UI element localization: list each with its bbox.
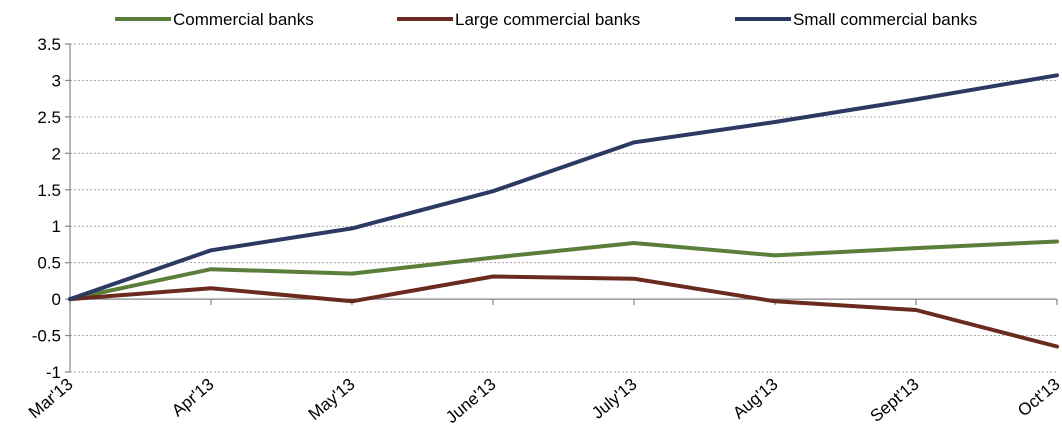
y-tick-label: 2 xyxy=(52,144,61,163)
x-tick-label: June'13 xyxy=(442,375,499,427)
y-tick-label: 0 xyxy=(52,290,61,309)
axes xyxy=(65,43,1058,373)
grid xyxy=(70,43,1057,373)
legend-label-1: Commercial banks xyxy=(173,10,314,29)
series-line-2 xyxy=(68,274,1059,349)
x-tick-label: Sept'13 xyxy=(867,375,923,426)
y-tick-label: 3 xyxy=(52,71,61,90)
x-axis-tick-labels: Mar'13 Apr'13 May'13 June'13 July'13 Aug'13 Se… xyxy=(25,375,1062,427)
x-tick-label: Aug'13 xyxy=(729,375,781,423)
x-tick-label: May'13 xyxy=(305,375,359,424)
y-axis-tick-labels: 3.5 3 2.5 2 1.5 1 0.5 0 -0.5 -1 xyxy=(32,35,61,382)
y-tick-label: -1 xyxy=(46,363,61,382)
series-lines xyxy=(68,73,1059,349)
x-tick-label: Oct'13 xyxy=(1014,375,1062,421)
y-tick-label: 0.5 xyxy=(37,254,61,273)
series-line-1 xyxy=(68,239,1059,302)
y-tick-label: 1 xyxy=(52,217,61,236)
y-tick-label: 1.5 xyxy=(37,181,61,200)
series-line-3 xyxy=(68,73,1059,302)
x-tick-label: Apr'13 xyxy=(168,375,217,421)
y-tick-label: -0.5 xyxy=(32,327,61,346)
legend-label-2: Large commercial banks xyxy=(455,10,640,29)
y-tick-label: 2.5 xyxy=(37,108,61,127)
legend-label-3: Small commercial banks xyxy=(793,10,977,29)
x-tick-label: July'13 xyxy=(588,375,640,423)
y-tick-label: 3.5 xyxy=(37,35,61,54)
legend: Commercial banks Large commercial banks Sm… xyxy=(115,10,977,29)
